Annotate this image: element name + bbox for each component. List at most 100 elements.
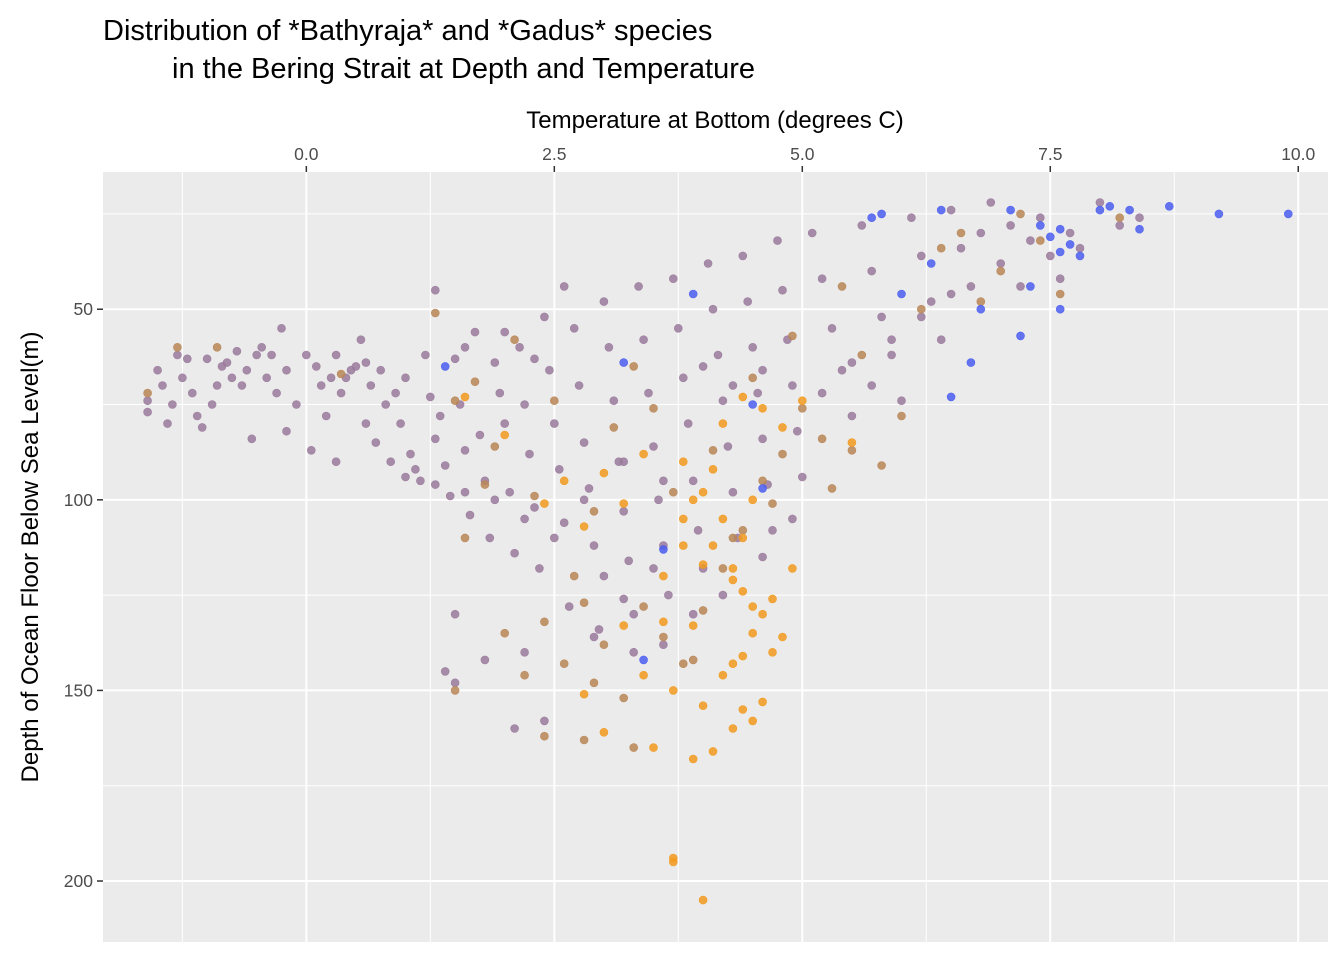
data-point-brown [540,617,549,627]
data-point-purple [797,472,807,482]
data-point-brown [738,525,748,535]
data-point-purple [411,464,420,474]
data-point-purple [683,419,693,428]
data-point-purple [545,365,554,375]
data-point-brown [609,423,619,432]
data-point-orange [797,396,807,406]
data-point-purple [282,365,291,375]
data-point-purple [673,323,683,333]
data-point-brown [758,476,767,486]
data-point-blue [758,484,767,493]
data-point-purple [847,411,857,421]
data-point-purple [748,342,758,352]
data-point-purple [723,442,733,451]
data-point-purple [237,381,247,390]
data-point-orange [738,705,748,714]
data-point-purple [163,419,172,428]
data-point-orange [738,533,748,543]
data-point-purple [252,350,262,360]
data-point-orange [559,476,569,486]
data-point-purple [718,396,728,406]
data-point-purple [530,503,539,512]
data-point-blue [748,400,758,409]
data-point-blue [1214,209,1224,219]
data-point-purple [232,346,242,356]
data-point-blue [1055,247,1065,257]
data-point-purple [986,198,996,207]
data-point-purple [728,487,738,497]
data-point-purple [678,373,688,383]
data-point-purple [450,354,460,364]
x-tick-label: 0.0 [294,144,319,164]
data-point-purple [401,373,410,383]
data-point-purple [485,533,495,543]
data-point-purple [475,430,485,440]
data-point-blue [877,209,886,219]
data-point-purple [460,342,470,352]
data-point-purple [192,411,202,421]
data-point-purple [247,434,257,444]
data-point-purple [792,426,802,436]
data-point-purple [936,335,946,345]
data-point-brown [569,571,579,581]
data-point-brown [450,396,460,406]
data-point-orange [728,659,738,669]
data-point-brown [688,655,698,665]
data-point-brown [520,670,529,680]
data-point-purple [371,438,381,447]
data-point-blue [966,358,976,367]
data-point-purple [331,457,341,467]
data-point-orange [748,495,758,505]
data-point-purple [143,407,152,417]
data-point-purple [778,285,787,295]
data-point-brown [500,628,510,638]
data-point-orange [579,522,589,531]
data-point-brown [698,606,708,615]
data-point-purple [207,400,217,409]
data-point-purple [807,228,817,238]
data-point-purple [510,548,519,558]
data-point-purple [956,243,966,253]
data-point-brown [788,331,797,341]
data-point-purple [520,400,529,409]
data-point-orange [579,689,589,699]
data-point-blue [867,213,877,222]
data-point-purple [430,434,440,444]
data-point-brown [678,659,688,669]
data-point-purple [495,388,505,398]
data-point-purple [817,388,827,398]
data-point-brown [599,640,609,650]
data-point-purple [788,514,797,524]
x-tick-label: 5.0 [790,144,815,164]
x-tick-label: 7.5 [1038,144,1062,164]
data-point-purple [758,434,767,444]
data-point-purple [321,411,331,421]
data-point-orange [708,541,718,550]
data-point-orange [698,560,708,569]
data-point-orange [748,628,758,638]
chart-title-line2: in the Bering Strait at Depth and Temper… [172,53,755,85]
data-point-purple [445,491,455,501]
data-point-purple [540,312,549,322]
data-point-blue [1036,221,1045,230]
data-point-purple [301,350,311,360]
data-point-brown [1055,289,1065,299]
data-point-purple [510,724,519,733]
data-point-purple [897,396,906,406]
data-point-purple [688,476,698,486]
data-point-purple [574,381,584,390]
data-point-purple [589,632,599,642]
data-point-brown [936,243,946,253]
data-point-purple [916,312,926,322]
y-tick-label: 150 [64,680,93,700]
data-point-purple [168,400,177,409]
data-point-orange [639,449,648,459]
data-point-brown [530,491,539,501]
data-point-purple [440,667,450,676]
data-point-purple [728,381,738,390]
data-point-purple [619,506,629,516]
data-point-purple [530,354,539,364]
data-point-purple [629,609,639,619]
data-point-purple [926,297,936,306]
data-point-blue [688,289,698,299]
